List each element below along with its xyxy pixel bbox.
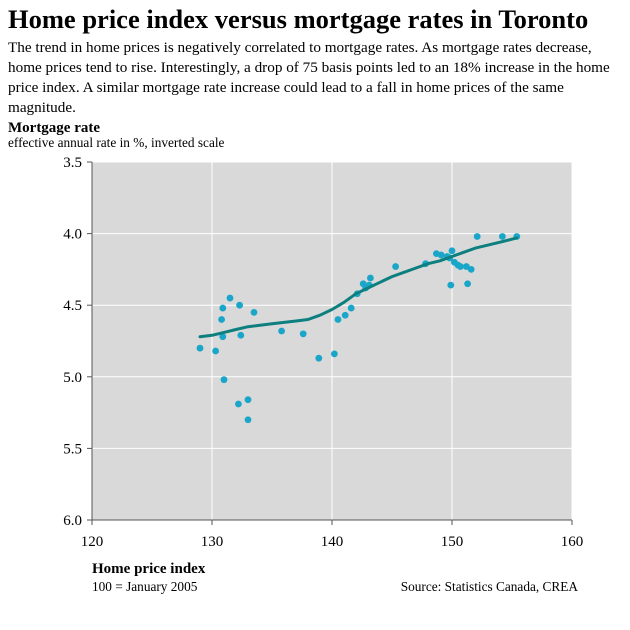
- x-tick-label: 120: [81, 534, 104, 550]
- data-point: [334, 316, 342, 323]
- data-point: [315, 354, 323, 362]
- gridlines: [92, 161, 573, 520]
- x-axis-subtitle: 100 = January 2005: [92, 579, 198, 594]
- x-tick-label: 130: [201, 534, 224, 550]
- data-point: [473, 233, 481, 240]
- data-point: [219, 304, 227, 312]
- x-tick-label: 140: [321, 534, 344, 550]
- data-point: [220, 376, 228, 384]
- y-tick-label: 4.5: [63, 298, 82, 314]
- data-point: [278, 327, 285, 335]
- tick-labels: 3.5 4.0 4.5 5.0 5.5 6.0 120 130 140 150 160: [63, 155, 583, 550]
- data-point: [250, 308, 258, 316]
- data-point: [499, 233, 506, 240]
- data-point: [447, 281, 455, 289]
- data-point: [219, 333, 227, 341]
- data-point: [392, 263, 399, 270]
- y-tick-label: 3.5: [63, 155, 82, 171]
- data-point: [196, 344, 204, 352]
- x-tick-label: 160: [561, 534, 584, 550]
- data-point: [244, 416, 252, 424]
- x-tick-label: 150: [441, 534, 464, 550]
- data-point: [212, 347, 220, 355]
- y-tick-label: 5.5: [63, 441, 82, 457]
- data-point: [448, 247, 456, 255]
- data-point: [235, 400, 242, 408]
- data-point: [341, 311, 349, 319]
- data-point: [226, 294, 234, 302]
- data-point: [218, 316, 226, 323]
- data-point: [236, 301, 244, 309]
- x-axis-title: Home price index: [92, 561, 206, 577]
- data-point: [299, 330, 307, 338]
- data-point: [347, 304, 355, 312]
- data-point: [457, 263, 464, 270]
- source-note: Source: Statistics Canada, CREA: [400, 579, 578, 594]
- data-point: [437, 251, 445, 259]
- data-point: [367, 274, 374, 282]
- y-axis-subtitle: effective annual rate in %, inverted sca…: [8, 135, 225, 150]
- trend-line: [198, 236, 519, 339]
- data-points: [196, 233, 521, 424]
- data-point: [467, 266, 475, 273]
- y-tick-label: 4.0: [63, 227, 82, 243]
- y-tick-label: 6.0: [63, 513, 82, 529]
- y-tick-label: 5.0: [63, 370, 82, 386]
- y-axis-title: Mortgage rate: [8, 120, 101, 136]
- chart-subtitle: The trend in home prices is negatively c…: [8, 39, 610, 116]
- data-point: [237, 331, 245, 339]
- data-point: [464, 280, 471, 288]
- chart-title: Home price index versus mortgage rates i…: [8, 4, 589, 34]
- data-point: [244, 396, 252, 404]
- data-point: [331, 350, 338, 358]
